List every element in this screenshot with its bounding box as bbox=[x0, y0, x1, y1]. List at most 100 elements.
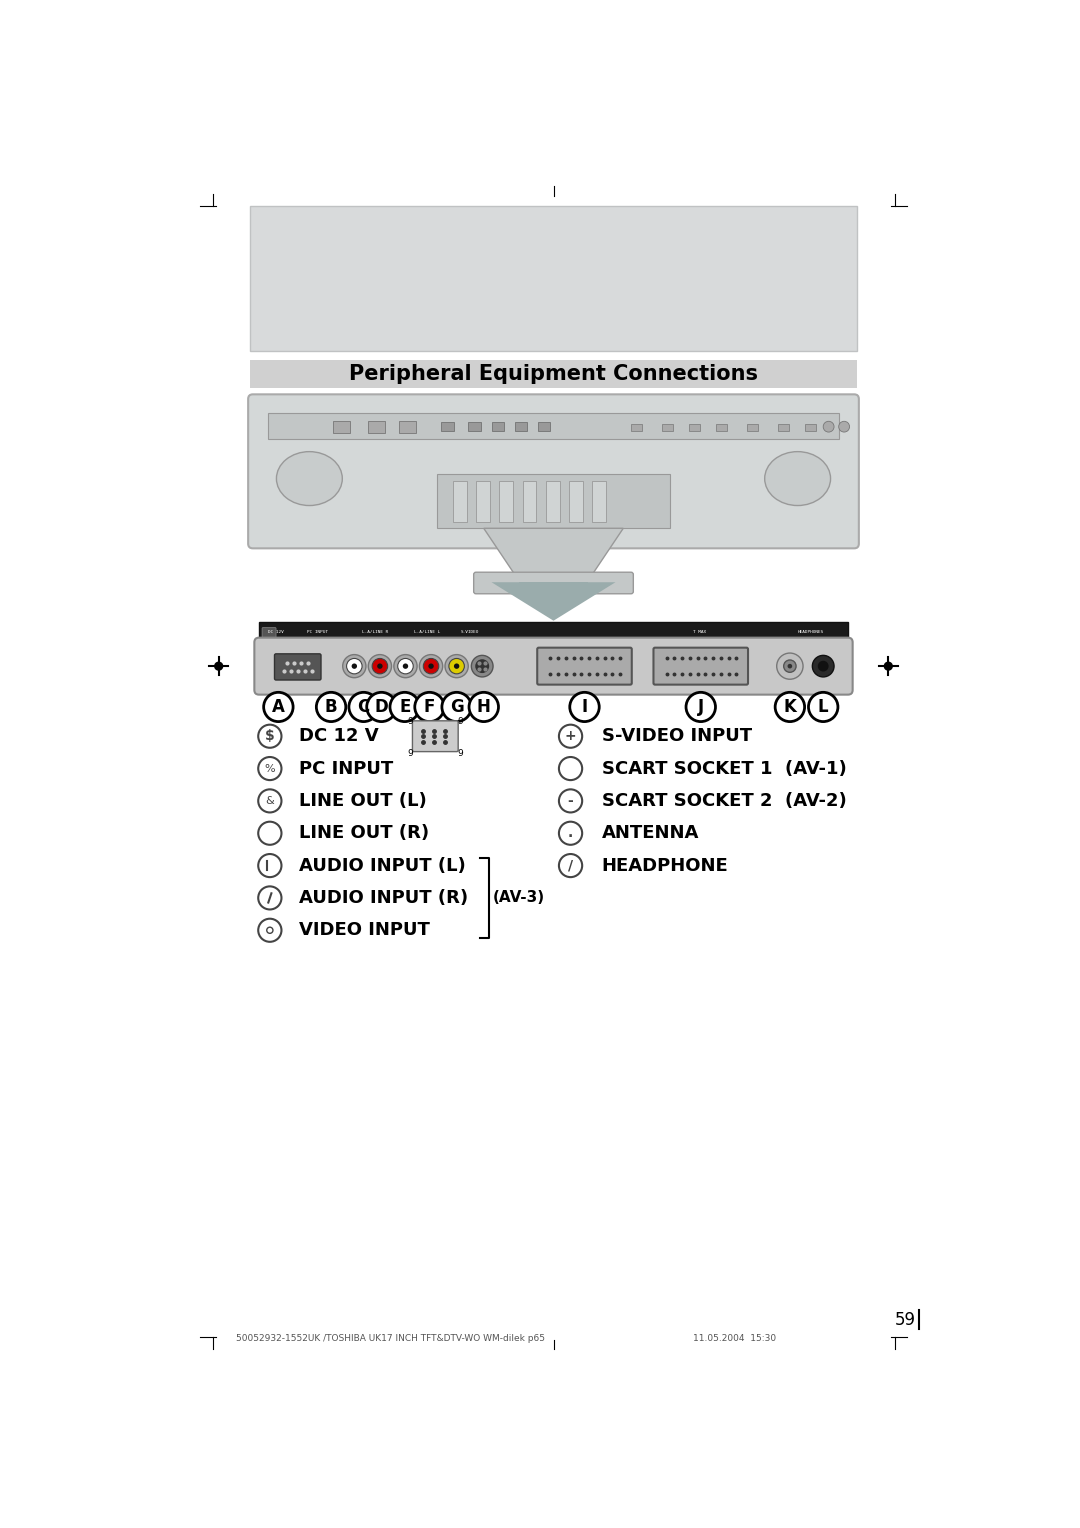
Circle shape bbox=[784, 660, 796, 672]
FancyBboxPatch shape bbox=[248, 394, 859, 549]
Circle shape bbox=[419, 654, 443, 678]
Bar bbox=[499, 481, 513, 523]
Bar bbox=[469, 422, 481, 431]
Bar bbox=[515, 422, 527, 431]
Text: SCART SOCKET 1  (AV-1): SCART SOCKET 1 (AV-1) bbox=[602, 759, 847, 778]
Text: $: $ bbox=[265, 729, 274, 743]
Text: D: D bbox=[375, 698, 389, 717]
Circle shape bbox=[349, 692, 378, 721]
Text: HEADPHONE: HEADPHONE bbox=[602, 857, 728, 874]
Circle shape bbox=[839, 422, 850, 432]
Bar bbox=[367, 420, 384, 432]
Bar bbox=[476, 481, 490, 523]
Text: H: H bbox=[476, 698, 490, 717]
Text: +: + bbox=[565, 729, 577, 743]
Text: 59: 59 bbox=[895, 1311, 916, 1329]
Bar bbox=[268, 413, 839, 439]
Bar bbox=[518, 582, 589, 593]
Bar bbox=[259, 622, 848, 642]
Circle shape bbox=[812, 656, 834, 677]
FancyBboxPatch shape bbox=[274, 654, 321, 680]
Text: L.A/LINE R: L.A/LINE R bbox=[362, 630, 389, 634]
Circle shape bbox=[559, 790, 582, 813]
Circle shape bbox=[342, 654, 366, 678]
Text: SCART SOCKET 2  (AV-2): SCART SOCKET 2 (AV-2) bbox=[602, 792, 847, 810]
Text: 50052932-1552UK /TOSHIBA UK17 INCH TFT&DTV-WO WM-dilek p65: 50052932-1552UK /TOSHIBA UK17 INCH TFT&D… bbox=[235, 1334, 544, 1343]
Circle shape bbox=[809, 692, 838, 721]
Circle shape bbox=[559, 854, 582, 877]
Bar bbox=[779, 423, 789, 431]
Circle shape bbox=[471, 656, 494, 677]
Circle shape bbox=[377, 663, 382, 669]
FancyBboxPatch shape bbox=[262, 628, 276, 640]
Text: PC INPUT: PC INPUT bbox=[307, 630, 328, 634]
Circle shape bbox=[258, 918, 282, 941]
Circle shape bbox=[397, 659, 414, 674]
Text: Peripheral Equipment Connections: Peripheral Equipment Connections bbox=[349, 364, 758, 385]
Bar bbox=[399, 420, 416, 432]
Bar bbox=[689, 423, 700, 431]
Bar bbox=[437, 474, 670, 529]
Text: L.A/LINE L: L.A/LINE L bbox=[414, 630, 441, 634]
Text: L: L bbox=[818, 698, 828, 717]
Text: S-VIDEO INPUT: S-VIDEO INPUT bbox=[602, 727, 752, 746]
Circle shape bbox=[258, 790, 282, 813]
Text: LINE OUT (L): LINE OUT (L) bbox=[299, 792, 427, 810]
Text: 11.05.2004  15:30: 11.05.2004 15:30 bbox=[693, 1334, 777, 1343]
Circle shape bbox=[368, 654, 392, 678]
Text: LINE OUT (R): LINE OUT (R) bbox=[299, 824, 430, 842]
Text: %: % bbox=[265, 764, 275, 773]
Circle shape bbox=[258, 822, 282, 845]
Text: (AV-3): (AV-3) bbox=[492, 891, 544, 906]
Text: VIDEO INPUT: VIDEO INPUT bbox=[299, 921, 430, 940]
Circle shape bbox=[777, 652, 804, 680]
Circle shape bbox=[373, 659, 388, 674]
Text: DC 12 V: DC 12 V bbox=[299, 727, 379, 746]
Circle shape bbox=[258, 756, 282, 781]
Text: AUDIO INPUT (L): AUDIO INPUT (L) bbox=[299, 857, 467, 874]
Circle shape bbox=[442, 692, 471, 721]
Bar bbox=[249, 361, 858, 388]
Text: 9: 9 bbox=[458, 749, 463, 758]
Bar bbox=[569, 481, 583, 523]
Circle shape bbox=[454, 663, 459, 669]
Circle shape bbox=[559, 756, 582, 781]
Text: F: F bbox=[423, 698, 435, 717]
Circle shape bbox=[883, 662, 893, 671]
Text: -: - bbox=[568, 795, 573, 808]
Circle shape bbox=[394, 654, 417, 678]
Text: G: G bbox=[449, 698, 463, 717]
Text: T MAX: T MAX bbox=[693, 630, 706, 634]
Bar bbox=[538, 422, 551, 431]
Bar bbox=[453, 481, 467, 523]
Text: .: . bbox=[568, 827, 573, 840]
Circle shape bbox=[367, 692, 396, 721]
Text: I: I bbox=[581, 698, 588, 717]
Ellipse shape bbox=[765, 452, 831, 506]
Circle shape bbox=[559, 822, 582, 845]
Circle shape bbox=[429, 663, 434, 669]
Text: C: C bbox=[357, 698, 369, 717]
Circle shape bbox=[570, 692, 599, 721]
Circle shape bbox=[449, 659, 464, 674]
Circle shape bbox=[559, 724, 582, 747]
Text: &: & bbox=[266, 796, 274, 805]
Bar bbox=[545, 481, 559, 523]
FancyBboxPatch shape bbox=[255, 637, 852, 695]
Text: ANTENNA: ANTENNA bbox=[602, 824, 699, 842]
Circle shape bbox=[423, 659, 438, 674]
Bar bbox=[747, 423, 758, 431]
Bar bbox=[662, 423, 673, 431]
Text: HEADPHONES: HEADPHONES bbox=[798, 630, 824, 634]
Polygon shape bbox=[491, 582, 616, 620]
FancyBboxPatch shape bbox=[653, 648, 748, 685]
Text: PC INPUT: PC INPUT bbox=[299, 759, 393, 778]
Bar bbox=[716, 423, 727, 431]
FancyBboxPatch shape bbox=[474, 571, 633, 594]
Text: J: J bbox=[698, 698, 704, 717]
Polygon shape bbox=[484, 529, 623, 575]
Circle shape bbox=[469, 692, 499, 721]
Text: 9: 9 bbox=[407, 749, 413, 758]
Text: 9: 9 bbox=[407, 717, 413, 726]
Text: B: B bbox=[325, 698, 337, 717]
